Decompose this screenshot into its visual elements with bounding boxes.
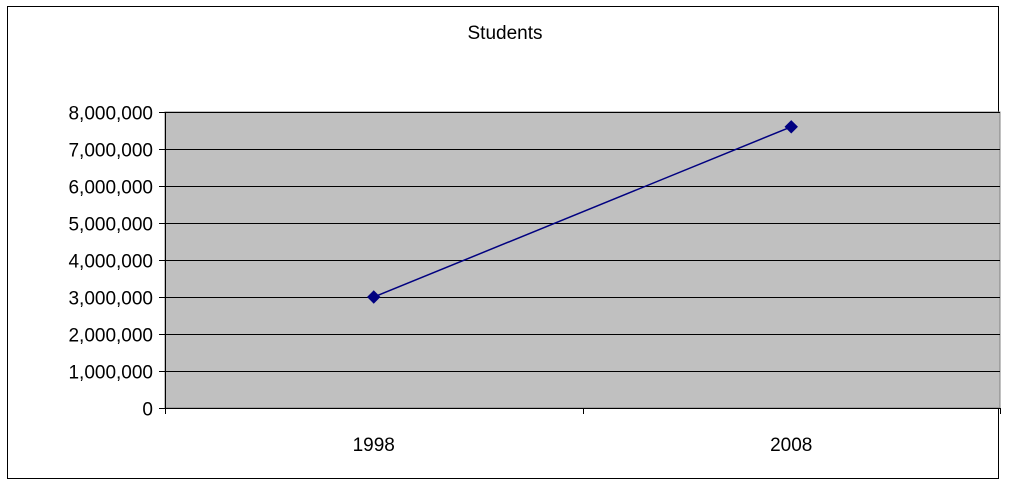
y-tick-label-2: 2,000,000 [68, 326, 153, 347]
y-tick-label-1: 1,000,000 [68, 363, 153, 384]
data-point-2008 [784, 120, 798, 134]
y-tick-label-5: 5,000,000 [68, 215, 153, 236]
y-tick-label-8: 8,000,000 [68, 104, 153, 125]
x-axis-labels: 1998 2008 [353, 435, 813, 456]
gridlines [165, 112, 1000, 372]
y-tick-label-4: 4,000,000 [68, 252, 153, 273]
series-line-0 [373, 126, 792, 298]
y-tick-label-7: 7,000,000 [68, 141, 153, 162]
y-tick-label-0: 0 [142, 400, 153, 421]
series [367, 120, 798, 304]
y-tick-label-6: 6,000,000 [68, 178, 153, 199]
x-tick-label-1: 2008 [770, 435, 812, 456]
axes [159, 112, 1001, 414]
y-axis-labels: 0 1,000,000 2,000,000 3,000,000 4,000,000 5,0… [68, 104, 153, 421]
y-tick-label-3: 3,000,000 [68, 289, 153, 310]
data-point-1998 [367, 290, 381, 304]
chart-title: Students [467, 23, 543, 44]
x-tick-label-0: 1998 [353, 435, 395, 456]
